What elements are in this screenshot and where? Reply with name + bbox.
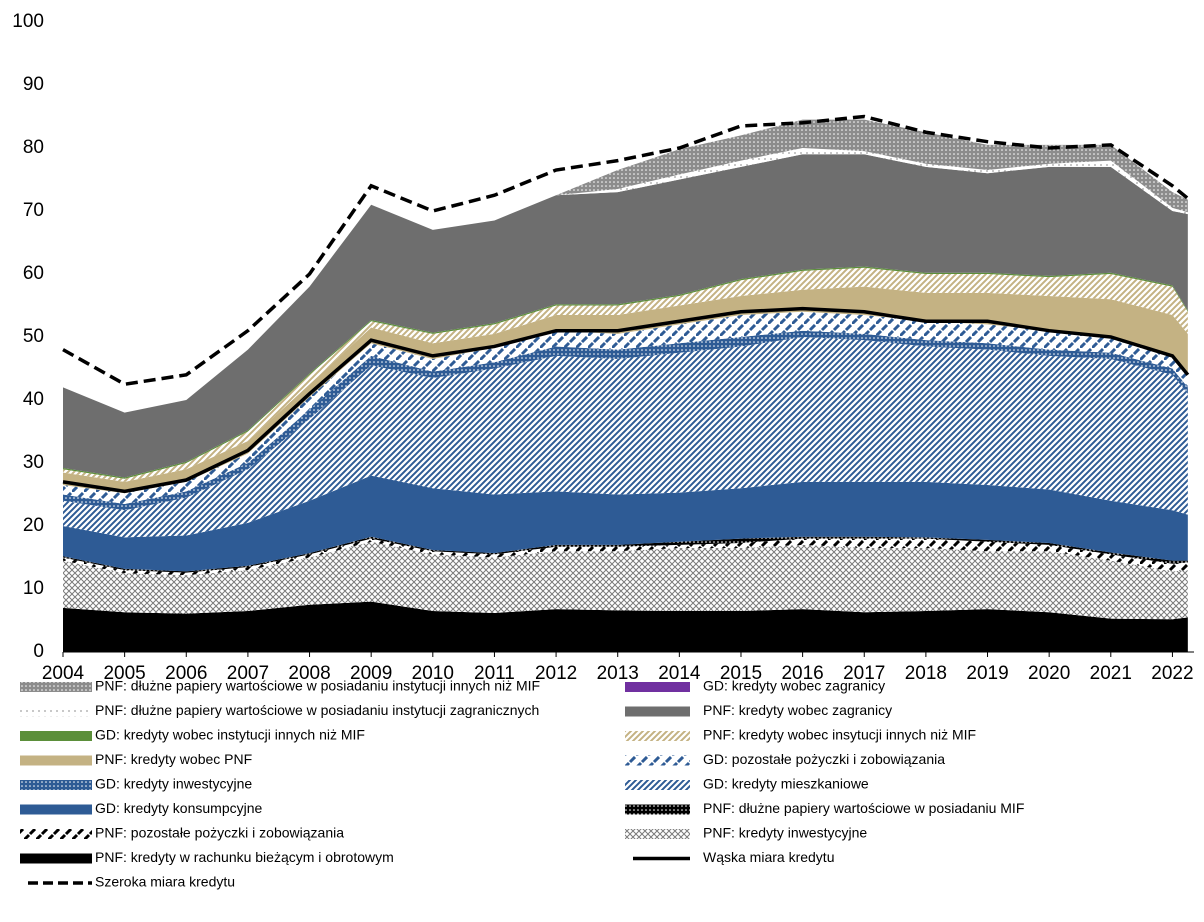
y-tick-label: 10	[23, 578, 44, 599]
legend-swatch	[20, 804, 92, 815]
legend-label: GD: kredyty mieszkaniowe	[703, 776, 869, 792]
legend-label: PNF: kredyty w rachunku bieżącym i obrot…	[95, 849, 394, 865]
area	[63, 538, 1188, 576]
legend-label: GD: kredyty wobec zagranicy	[703, 678, 885, 694]
legend-swatch	[20, 755, 92, 766]
legend-swatch	[20, 731, 92, 741]
area	[63, 475, 1188, 572]
legend-swatch	[625, 829, 690, 839]
legend-swatch	[20, 682, 92, 692]
y-tick-label: 50	[23, 326, 44, 347]
legend-label: GD: kredyty wobec instytucji innych niż …	[95, 727, 365, 743]
x-tick-label: 2019	[966, 663, 1008, 684]
legend-label: PNF: pozostałe pożyczki i zobowiązania	[95, 825, 344, 841]
x-tick-label: 2022	[1151, 663, 1193, 684]
legend-swatch	[20, 853, 92, 864]
legend-label: PNF: kredyty wobec zagranicy	[703, 702, 892, 718]
legend-swatch	[625, 706, 690, 717]
legend-label: PNF: kredyty wobec insytucji innych niż …	[703, 727, 976, 743]
x-tick-label: 2010	[412, 663, 454, 684]
x-tick-label: 2007	[227, 663, 269, 684]
y-tick-label: 90	[23, 74, 44, 95]
legend-label: GD: pozostałe pożyczki i zobowiązania	[703, 751, 945, 767]
legend-swatch	[20, 706, 92, 717]
y-tick-label: 60	[23, 263, 44, 284]
x-tick-label: 2013	[597, 663, 639, 684]
x-tick-label: 2005	[103, 663, 145, 684]
line	[62, 306, 1190, 494]
x-tick-label: 2011	[474, 663, 515, 684]
area	[63, 311, 1188, 504]
area	[63, 154, 1188, 478]
legend-label: GD: kredyty inwestycyjne	[95, 776, 252, 792]
legend-label: PNF: dłużne papiery wartościowe w posiad…	[95, 678, 540, 694]
y-tick-label: 70	[23, 200, 44, 221]
legend-swatch	[625, 682, 690, 692]
legend-label: PNF: kredyty wobec PNF	[95, 751, 252, 767]
legend-label: Szeroka miara kredytu	[95, 874, 235, 890]
y-tick-label: 0	[33, 641, 44, 662]
x-tick-label: 2015	[720, 663, 762, 684]
x-tick-label: 2006	[165, 663, 207, 684]
y-tick-label: 100	[12, 11, 44, 32]
legend-label: PNF: kredyty inwestycyjne	[703, 825, 867, 841]
y-tick-label: 40	[23, 389, 44, 410]
area	[63, 267, 1188, 482]
x-tick-label: 2021	[1090, 663, 1132, 684]
x-tick-label: 2018	[905, 663, 947, 684]
x-tick-label: 2017	[843, 663, 885, 684]
x-tick-label: 2014	[658, 663, 701, 684]
legend-swatch	[20, 829, 92, 839]
legend-label: GD: kredyty konsumpcyjne	[95, 800, 262, 816]
x-tick-label: 2008	[288, 663, 330, 684]
y-tick-label: 80	[23, 137, 44, 158]
line	[62, 114, 1189, 387]
x-tick-label: 2009	[350, 663, 392, 684]
area	[63, 337, 1188, 538]
legend-swatch	[625, 755, 690, 766]
legend-swatch	[625, 780, 690, 790]
area	[63, 119, 1188, 413]
y-tick-label: 20	[23, 515, 44, 536]
legend-label: Wąska miara kredytu	[703, 849, 834, 865]
area	[63, 601, 1188, 652]
legend-swatch	[625, 804, 690, 815]
y-tick-label: 30	[23, 452, 44, 473]
x-tick-label: 2012	[535, 663, 577, 684]
legend-swatch	[625, 731, 690, 741]
x-tick-label: 2016	[781, 663, 823, 684]
area	[63, 541, 1188, 620]
x-tick-label: 2020	[1028, 663, 1070, 684]
legend-swatch	[20, 780, 92, 790]
legend-label: PNF: dłużne papiery wartościowe w posiad…	[95, 702, 539, 718]
x-tick-label: 2004	[42, 663, 85, 684]
legend-label: PNF: dłużne papiery wartościowe w posiad…	[703, 800, 1024, 816]
